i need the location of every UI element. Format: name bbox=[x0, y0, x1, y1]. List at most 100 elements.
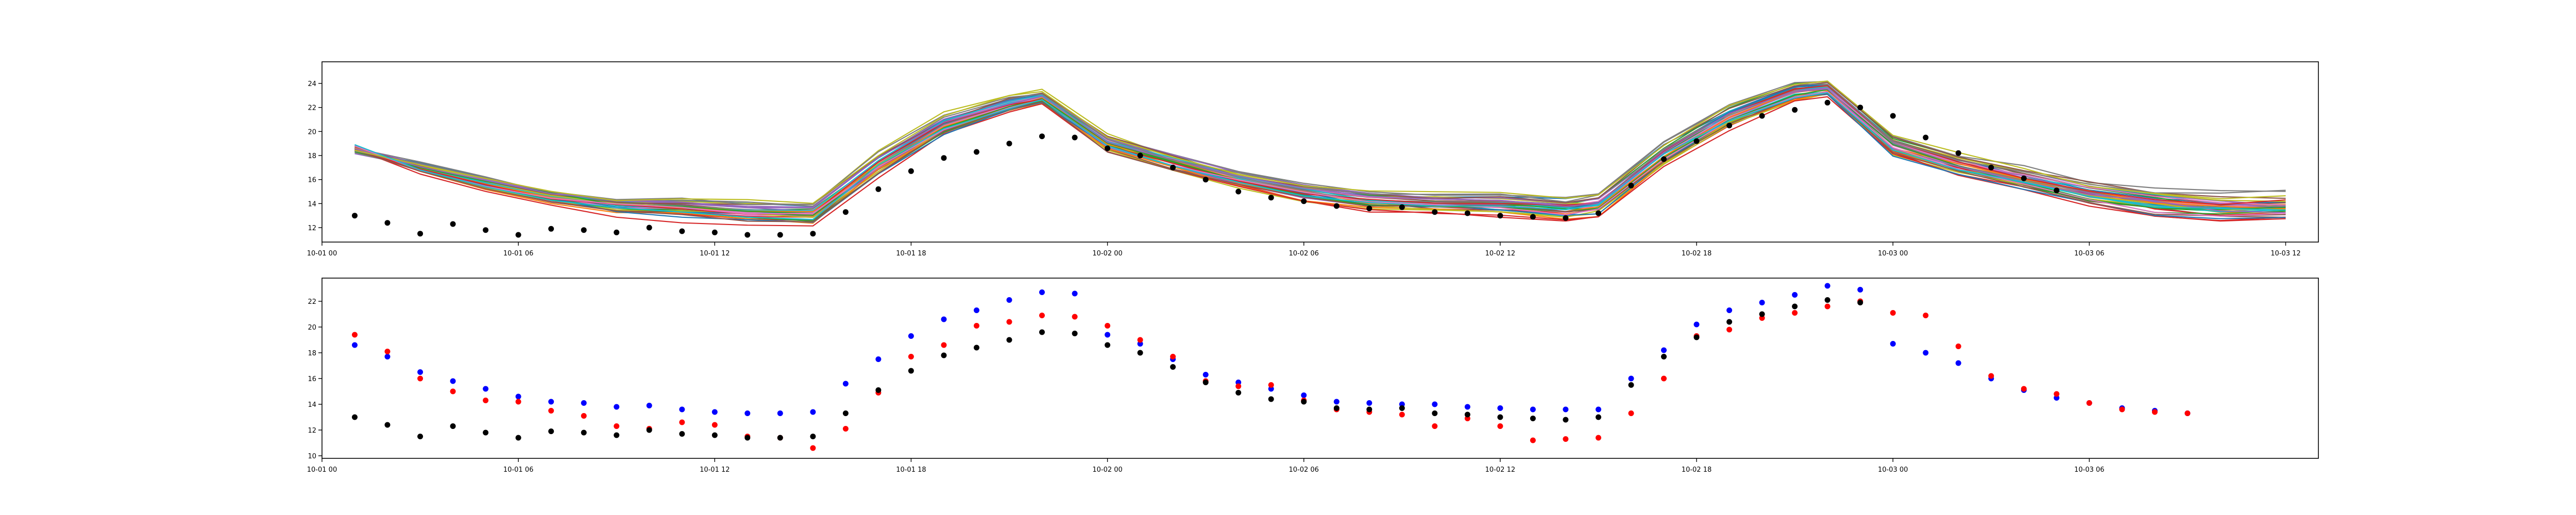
scatter-point bbox=[417, 369, 423, 375]
scatter-point bbox=[711, 422, 718, 428]
y-tick-label: 22 bbox=[308, 298, 316, 306]
x-tick-label: 10-01 06 bbox=[503, 466, 533, 474]
scatter-point bbox=[1039, 313, 1045, 318]
x-tick-label: 10-02 12 bbox=[1485, 466, 1515, 474]
scatter-point bbox=[1628, 375, 1634, 382]
scatter-point bbox=[548, 399, 554, 405]
scatter-point bbox=[974, 307, 979, 313]
scatter-point bbox=[1530, 406, 1536, 413]
scatter-point bbox=[1301, 392, 1307, 398]
observed-point bbox=[974, 149, 979, 155]
scatter-point bbox=[384, 422, 391, 428]
y-tick-label: 18 bbox=[308, 152, 316, 160]
x-tick-label: 10-02 06 bbox=[1289, 250, 1319, 258]
scatter-point bbox=[646, 427, 652, 433]
scatter-point bbox=[1824, 283, 1831, 289]
observed-point bbox=[548, 226, 554, 232]
scatter-point bbox=[450, 378, 456, 384]
scatter-point bbox=[1333, 405, 1340, 411]
x-tick-label: 10-03 12 bbox=[2270, 250, 2300, 258]
observed-point bbox=[1923, 134, 1929, 141]
x-tick-label: 10-03 06 bbox=[2074, 250, 2104, 258]
scatter-point bbox=[548, 408, 554, 414]
scatter-point bbox=[1890, 310, 1896, 316]
scatter-point bbox=[352, 332, 358, 338]
x-tick-label: 10-01 12 bbox=[700, 466, 730, 474]
y-axis-ticks: 10 12 14 16 18 20 22 bbox=[308, 298, 322, 460]
plot-frame bbox=[321, 61, 2319, 243]
scatter-point bbox=[384, 349, 391, 354]
scatter-point bbox=[581, 430, 587, 436]
scatter-point bbox=[908, 333, 914, 339]
scatter-point bbox=[1759, 300, 1765, 305]
observed-point bbox=[908, 168, 914, 174]
x-tick-label: 10-02 12 bbox=[1485, 250, 1515, 258]
scatter-point bbox=[941, 342, 947, 348]
observed-point bbox=[810, 231, 816, 237]
scatter-point bbox=[1890, 341, 1896, 347]
observed-point bbox=[1628, 182, 1634, 188]
scatter-point bbox=[1105, 342, 1111, 348]
ensemble-member-line bbox=[354, 92, 2286, 220]
observed-point bbox=[1333, 203, 1340, 209]
scatter-point bbox=[1432, 423, 1438, 429]
observed-point bbox=[1072, 134, 1078, 141]
observed-point bbox=[711, 229, 718, 235]
scatter-point bbox=[1792, 303, 1798, 310]
observed-point bbox=[450, 221, 456, 227]
scatter-point bbox=[417, 434, 423, 439]
x-tick-label: 10-03 00 bbox=[1878, 250, 1908, 258]
scatter-point bbox=[1432, 410, 1438, 416]
observed-point bbox=[1464, 210, 1470, 216]
scatter-point bbox=[1497, 423, 1503, 429]
scatter-point bbox=[1955, 360, 1961, 366]
scatter-point bbox=[614, 404, 620, 410]
scatter-point bbox=[1955, 344, 1961, 349]
scatter-points bbox=[352, 283, 2191, 451]
x-tick-label: 10-01 18 bbox=[896, 250, 926, 258]
scatter-point bbox=[875, 356, 882, 362]
scatter-point bbox=[1923, 313, 1929, 318]
scatter-point bbox=[1596, 414, 1601, 420]
scatter-point bbox=[1006, 297, 1012, 303]
scatter-point bbox=[515, 435, 521, 441]
scatter-point bbox=[1333, 399, 1340, 405]
scatter-point bbox=[1170, 364, 1176, 370]
scatter-point bbox=[810, 445, 816, 451]
scatter-point bbox=[1792, 310, 1798, 316]
scatter-point bbox=[1693, 334, 1700, 340]
scatter-point bbox=[483, 430, 489, 436]
ensemble-member-line bbox=[354, 81, 2286, 207]
y-tick-label: 20 bbox=[308, 324, 316, 332]
scatter-point bbox=[1857, 300, 1863, 305]
y-tick-label: 22 bbox=[308, 105, 316, 112]
scatter-point bbox=[1530, 437, 1536, 443]
ensemble-member-line bbox=[354, 91, 2286, 217]
scatter-point bbox=[1072, 314, 1078, 320]
scatter-point bbox=[1824, 303, 1831, 310]
observed-point bbox=[1824, 99, 1831, 106]
scatter-point bbox=[1596, 435, 1601, 441]
scatter-point bbox=[515, 399, 521, 405]
observed-point bbox=[875, 186, 882, 192]
scatter-point bbox=[352, 342, 358, 348]
observed-point bbox=[1693, 138, 1700, 144]
x-tick-label: 10-01 12 bbox=[700, 250, 730, 258]
scatter-point bbox=[1202, 372, 1209, 377]
scatter-point bbox=[2086, 400, 2092, 406]
observed-point bbox=[1661, 156, 1667, 162]
scatter-point bbox=[1039, 329, 1045, 335]
scatter-point bbox=[1530, 416, 1536, 421]
scatter-point bbox=[1072, 331, 1078, 336]
observed-point bbox=[1301, 198, 1307, 204]
scatter-point bbox=[1628, 410, 1634, 416]
y-tick-label: 18 bbox=[308, 350, 316, 357]
x-axis-ticks: 10-01 00 10-01 06 10-01 12 10-01 18 10-02 00… bbox=[307, 242, 2301, 258]
scatter-point bbox=[1693, 321, 1700, 328]
x-tick-label: 10-01 06 bbox=[503, 250, 533, 258]
scatter-point bbox=[450, 423, 456, 429]
observed-point bbox=[1170, 164, 1176, 170]
observed-point bbox=[2054, 187, 2060, 194]
